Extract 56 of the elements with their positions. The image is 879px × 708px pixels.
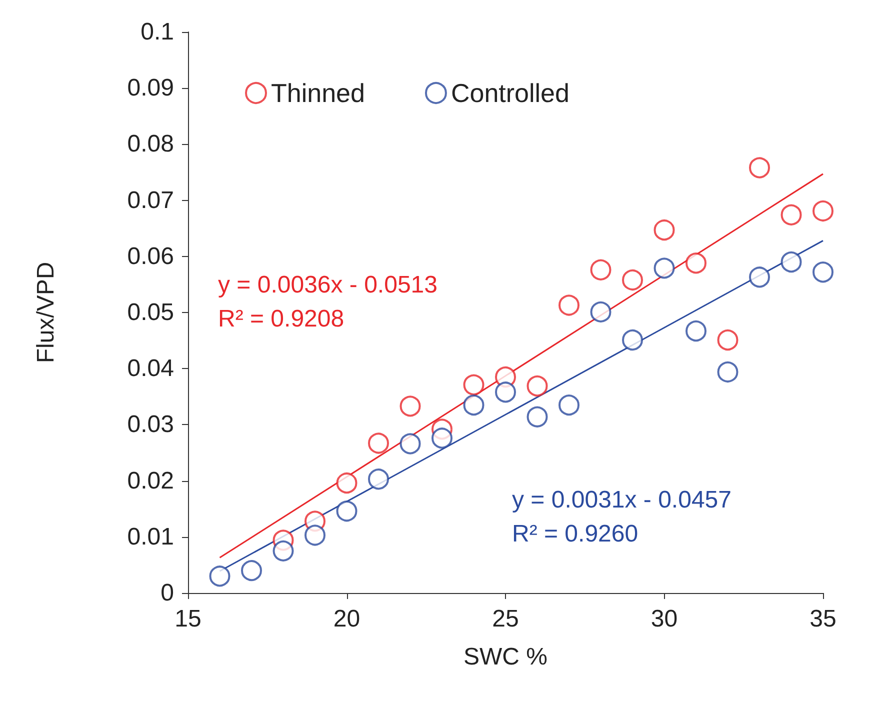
point <box>622 329 643 350</box>
x-tick-label: 30 <box>650 606 678 632</box>
legend-label: Thinned <box>271 78 365 108</box>
y-tick-label: 0.03 <box>127 411 174 438</box>
point <box>558 394 580 416</box>
point <box>654 258 675 279</box>
point <box>463 394 484 416</box>
point <box>686 252 706 274</box>
point <box>686 320 706 342</box>
y-tick-label: 0.06 <box>127 242 174 270</box>
y-tick-label: 0.07 <box>127 186 174 214</box>
point <box>368 432 389 454</box>
point <box>526 375 548 396</box>
annotation: y = 0.0031x - 0.0457 R² = 0.9260 <box>512 486 732 548</box>
point <box>812 200 834 222</box>
point <box>495 382 516 403</box>
point <box>780 252 802 273</box>
y-axis-title: Flux/VPD <box>32 262 60 364</box>
point <box>400 396 421 417</box>
x-axis-title: SWC % <box>464 644 548 670</box>
x-tick-label: 25 <box>492 606 519 632</box>
point <box>241 560 262 582</box>
point <box>812 262 834 283</box>
point <box>780 204 802 226</box>
x-tick-label: 20 <box>333 606 360 632</box>
point <box>717 329 738 350</box>
point <box>272 540 294 562</box>
point <box>558 294 580 316</box>
point <box>304 524 326 546</box>
point <box>400 433 421 454</box>
point <box>717 361 738 382</box>
y-tick-label: 0.1 <box>140 18 174 46</box>
point <box>749 266 770 288</box>
point <box>336 472 358 494</box>
point <box>590 259 612 280</box>
point <box>209 566 230 587</box>
x-tick-label: 35 <box>810 606 836 632</box>
point <box>368 468 389 490</box>
y-tick-label: 0.09 <box>127 74 174 102</box>
y-tick-label: 0.05 <box>127 299 174 326</box>
y-tick-label: 0.01 <box>127 523 174 550</box>
point <box>432 428 452 449</box>
y-tick-label: 0.08 <box>127 130 174 158</box>
point <box>463 374 484 396</box>
point <box>526 406 548 428</box>
legend-label: Controlled <box>450 78 570 108</box>
y-tick-label: 0.02 <box>127 467 174 494</box>
x-tick-label: 15 <box>174 606 202 632</box>
point <box>749 157 770 178</box>
annotation: y = 0.0036x - 0.0513 R² = 0.9208 <box>218 272 438 332</box>
point <box>654 220 675 241</box>
point <box>590 301 612 322</box>
point <box>336 500 358 522</box>
y-tick-label: 0.04 <box>127 355 174 382</box>
point <box>622 269 643 290</box>
y-tick-label: 0 <box>160 580 174 606</box>
